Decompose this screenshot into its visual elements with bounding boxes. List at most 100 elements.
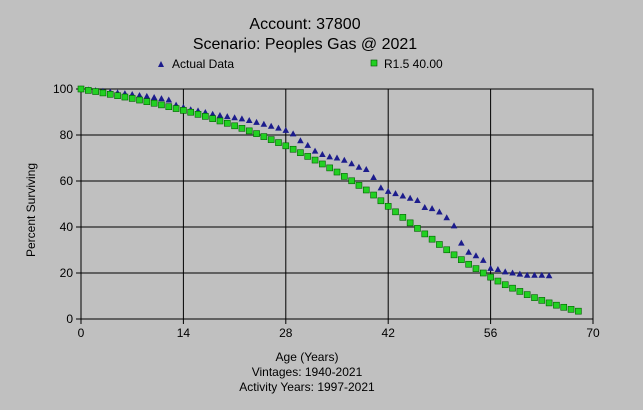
point-r1-5-40 (355, 182, 363, 189)
point-actual-data (333, 154, 341, 161)
legend: Actual Data R1.5 40.00 (158, 57, 443, 71)
legend-label-r1-5-40: R1.5 40.00 (384, 57, 443, 71)
point-r1-5-40 (158, 101, 165, 109)
point-actual-data (509, 269, 516, 276)
point-r1-5-40 (575, 307, 582, 315)
point-actual-data (384, 187, 392, 194)
point-r1-5-40 (414, 225, 421, 232)
point-actual-data (465, 248, 472, 255)
point-r1-5-40 (128, 95, 136, 102)
point-r1-5-40 (165, 103, 173, 111)
point-r1-5-40 (238, 125, 246, 132)
point-r1-5-40 (553, 301, 560, 309)
point-r1-5-40 (362, 186, 370, 194)
point-actual-data (223, 113, 231, 120)
point-actual-data (421, 203, 429, 210)
point-actual-data (516, 270, 524, 277)
point-r1-5-40 (516, 288, 524, 295)
point-r1-5-40 (253, 130, 260, 137)
point-r1-5-40 (172, 105, 180, 112)
y-tick-label-60: 60 (60, 174, 74, 188)
point-r1-5-40 (187, 108, 195, 116)
point-r1-5-40 (465, 260, 472, 268)
point-actual-data (501, 268, 509, 275)
point-actual-data (253, 118, 260, 125)
y-axis-ticks: 0 20 40 60 80 100 (53, 82, 81, 326)
point-r1-5-40 (370, 191, 377, 199)
point-r1-5-40 (479, 269, 487, 277)
point-r1-5-40 (194, 111, 202, 118)
point-r1-5-40 (121, 93, 129, 101)
point-r1-5-40 (297, 149, 304, 157)
point-r1-5-40 (223, 119, 231, 127)
point-actual-data (523, 271, 531, 278)
point-r1-5-40 (523, 291, 531, 298)
point-r1-5-40 (311, 156, 319, 164)
x-tick-label-56: 56 (484, 326, 498, 340)
point-r1-5-40 (545, 299, 553, 307)
point-r1-5-40 (428, 235, 436, 243)
x-axis-label: Age (Years) (276, 350, 339, 364)
point-actual-data (319, 151, 326, 158)
point-actual-data (362, 166, 370, 172)
point-r1-5-40 (150, 99, 158, 107)
x-axis-ticks: 0 14 28 42 56 70 (78, 319, 600, 340)
point-actual-data (472, 252, 480, 259)
x-tick-label-70: 70 (586, 326, 600, 340)
point-r1-5-40 (421, 230, 429, 238)
series-r1-5-40 (77, 85, 582, 315)
point-r1-5-40 (436, 241, 443, 248)
point-actual-data (311, 147, 319, 154)
point-r1-5-40 (143, 98, 151, 105)
point-r1-5-40 (333, 168, 341, 176)
point-r1-5-40 (275, 139, 282, 146)
chart-title-line-2: Scenario: Peoples Gas @ 2021 (193, 36, 417, 53)
point-actual-data (341, 156, 348, 163)
point-actual-data (443, 214, 451, 221)
x-tick-label-28: 28 (279, 326, 293, 340)
point-actual-data (245, 117, 253, 124)
point-r1-5-40 (443, 246, 451, 254)
point-r1-5-40 (501, 281, 509, 289)
point-actual-data (143, 92, 151, 99)
point-actual-data (216, 111, 224, 118)
point-r1-5-40 (509, 284, 516, 292)
point-actual-data (282, 126, 290, 133)
legend-label-actual-data: Actual Data (172, 57, 234, 71)
point-actual-data (428, 205, 436, 212)
point-r1-5-40 (77, 85, 85, 93)
point-r1-5-40 (487, 273, 494, 281)
legend-marker-r1-5-40 (370, 59, 378, 67)
x-tick-label-42: 42 (382, 326, 396, 340)
point-r1-5-40 (567, 306, 575, 313)
point-r1-5-40 (377, 197, 385, 205)
point-r1-5-40 (114, 92, 121, 99)
point-actual-data (355, 163, 363, 170)
point-r1-5-40 (531, 294, 538, 301)
x-tick-label-14: 14 (177, 326, 191, 340)
point-r1-5-40 (180, 107, 187, 114)
point-r1-5-40 (289, 145, 297, 153)
point-r1-5-40 (267, 136, 275, 143)
legend-marker-actual-data (158, 61, 164, 67)
point-actual-data (297, 137, 304, 144)
point-r1-5-40 (348, 177, 355, 185)
point-actual-data (406, 194, 414, 201)
point-r1-5-40 (216, 117, 224, 125)
point-actual-data (260, 120, 268, 127)
point-r1-5-40 (304, 153, 312, 160)
point-r1-5-40 (341, 173, 348, 180)
point-r1-5-40 (560, 303, 568, 311)
point-actual-data (479, 256, 487, 263)
point-actual-data (289, 130, 297, 137)
point-r1-5-40 (399, 214, 407, 221)
point-actual-data (304, 141, 312, 148)
point-actual-data (238, 115, 246, 122)
point-actual-data (458, 239, 465, 246)
point-r1-5-40 (458, 256, 465, 263)
point-r1-5-40 (136, 96, 143, 104)
point-actual-data (348, 160, 355, 167)
point-r1-5-40 (450, 251, 458, 259)
point-actual-data (538, 271, 546, 278)
point-r1-5-40 (494, 277, 502, 285)
